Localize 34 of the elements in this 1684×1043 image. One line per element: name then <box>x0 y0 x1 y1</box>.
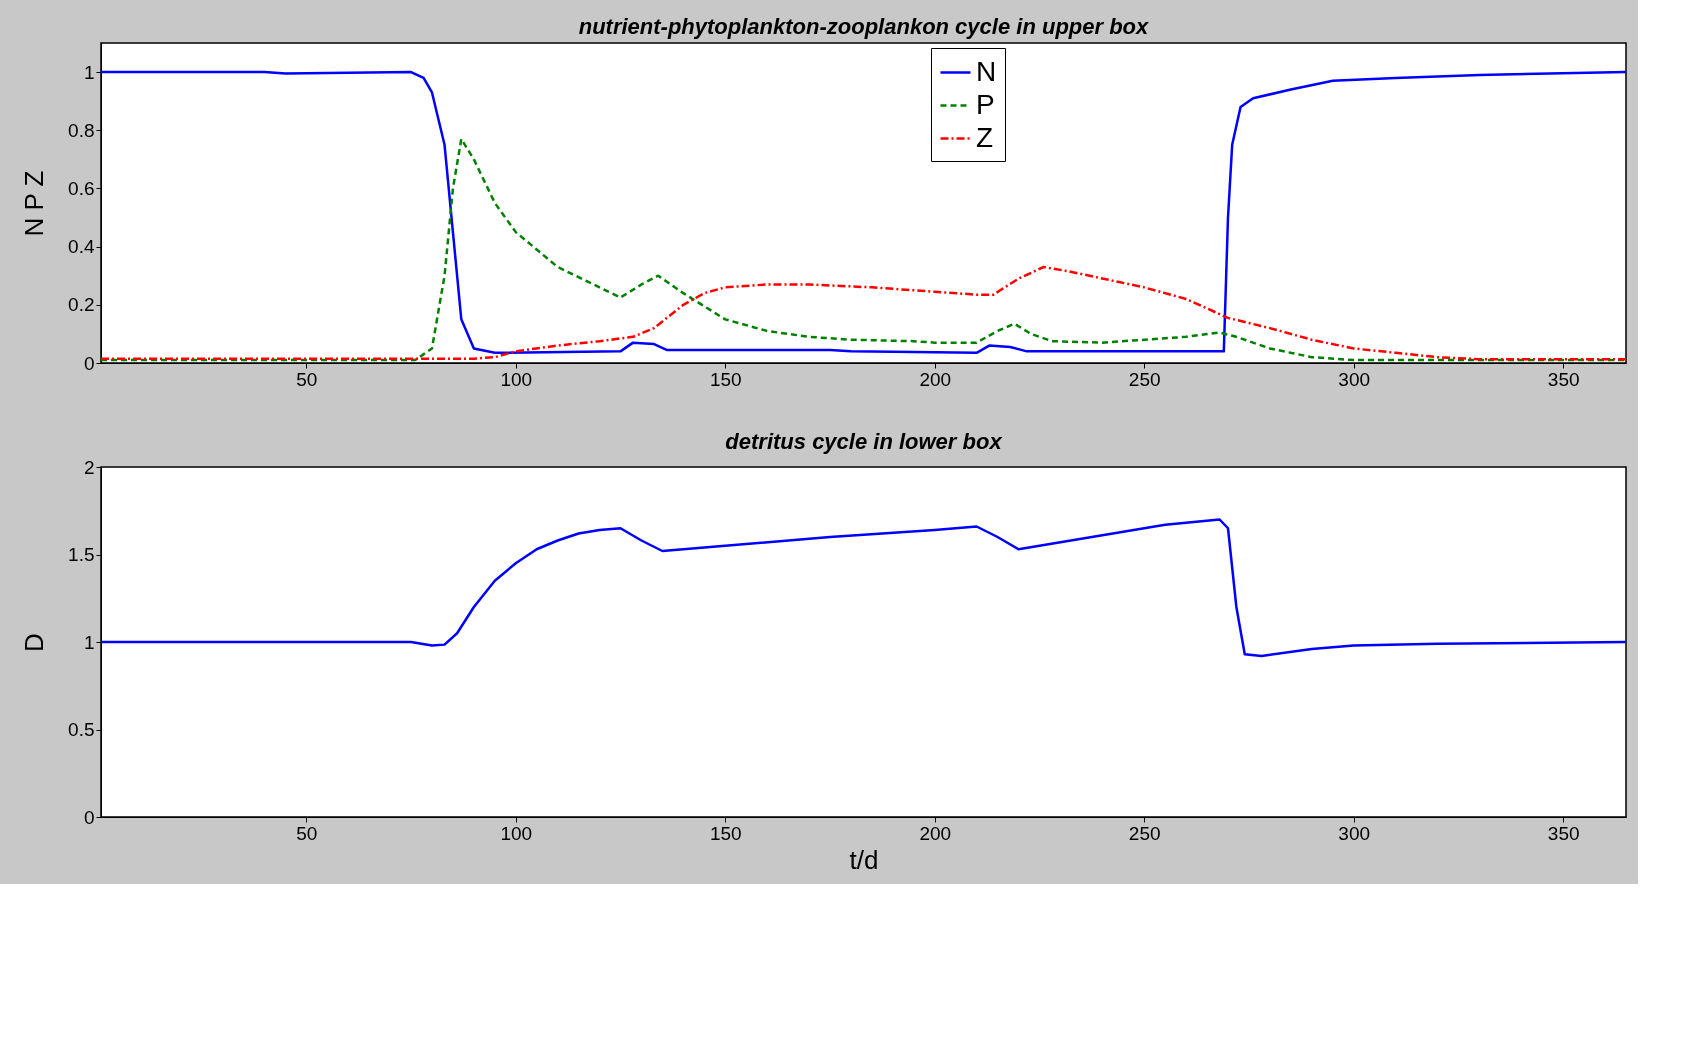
y-tick-label: 0.6 <box>68 177 95 199</box>
x-tick-label: 350 <box>1547 368 1580 390</box>
x-tick-label: 50 <box>296 368 318 390</box>
x-tick-label: 250 <box>1128 822 1161 844</box>
chart-title: nutrient-phytoplankton-zooplankon cycle in upper box <box>578 14 1150 39</box>
x-tick-label: 300 <box>1338 822 1371 844</box>
x-tick-label: 100 <box>500 368 533 390</box>
line-series <box>99 518 1628 658</box>
legend-label: P <box>976 88 995 120</box>
y-tick-label: 2 <box>83 456 95 478</box>
x-tick-label: 100 <box>500 822 533 844</box>
y-axis-title: N P Z <box>19 170 50 237</box>
x-tick-label: 350 <box>1547 822 1580 844</box>
x-tick-label: 300 <box>1338 368 1371 390</box>
x-tick-label: 200 <box>919 368 952 390</box>
x-tick-label: 250 <box>1128 368 1161 390</box>
x-tick-label: 200 <box>919 822 952 844</box>
y-axis-title: D <box>19 633 50 652</box>
y-tick-label: 1 <box>83 631 95 653</box>
x-tick-label: 150 <box>709 822 742 844</box>
chart-title: detritus cycle in lower box <box>725 429 1003 454</box>
y-tick-label: 0.8 <box>68 119 95 141</box>
y-tick-label: 0 <box>83 806 95 828</box>
y-tick-label: 0 <box>83 352 95 374</box>
legend-label: N <box>976 55 997 87</box>
legend-label: Z <box>976 121 994 153</box>
y-tick-label: 0.4 <box>68 236 95 258</box>
x-axis-title: t/d <box>849 844 879 875</box>
x-tick-label: 50 <box>296 822 318 844</box>
y-tick-label: 1.5 <box>68 544 95 565</box>
y-tick-label: 0.2 <box>68 294 95 316</box>
y-tick-label: 1 <box>83 61 95 83</box>
x-tick-label: 150 <box>709 368 742 390</box>
y-tick-label: 0.5 <box>68 719 95 740</box>
